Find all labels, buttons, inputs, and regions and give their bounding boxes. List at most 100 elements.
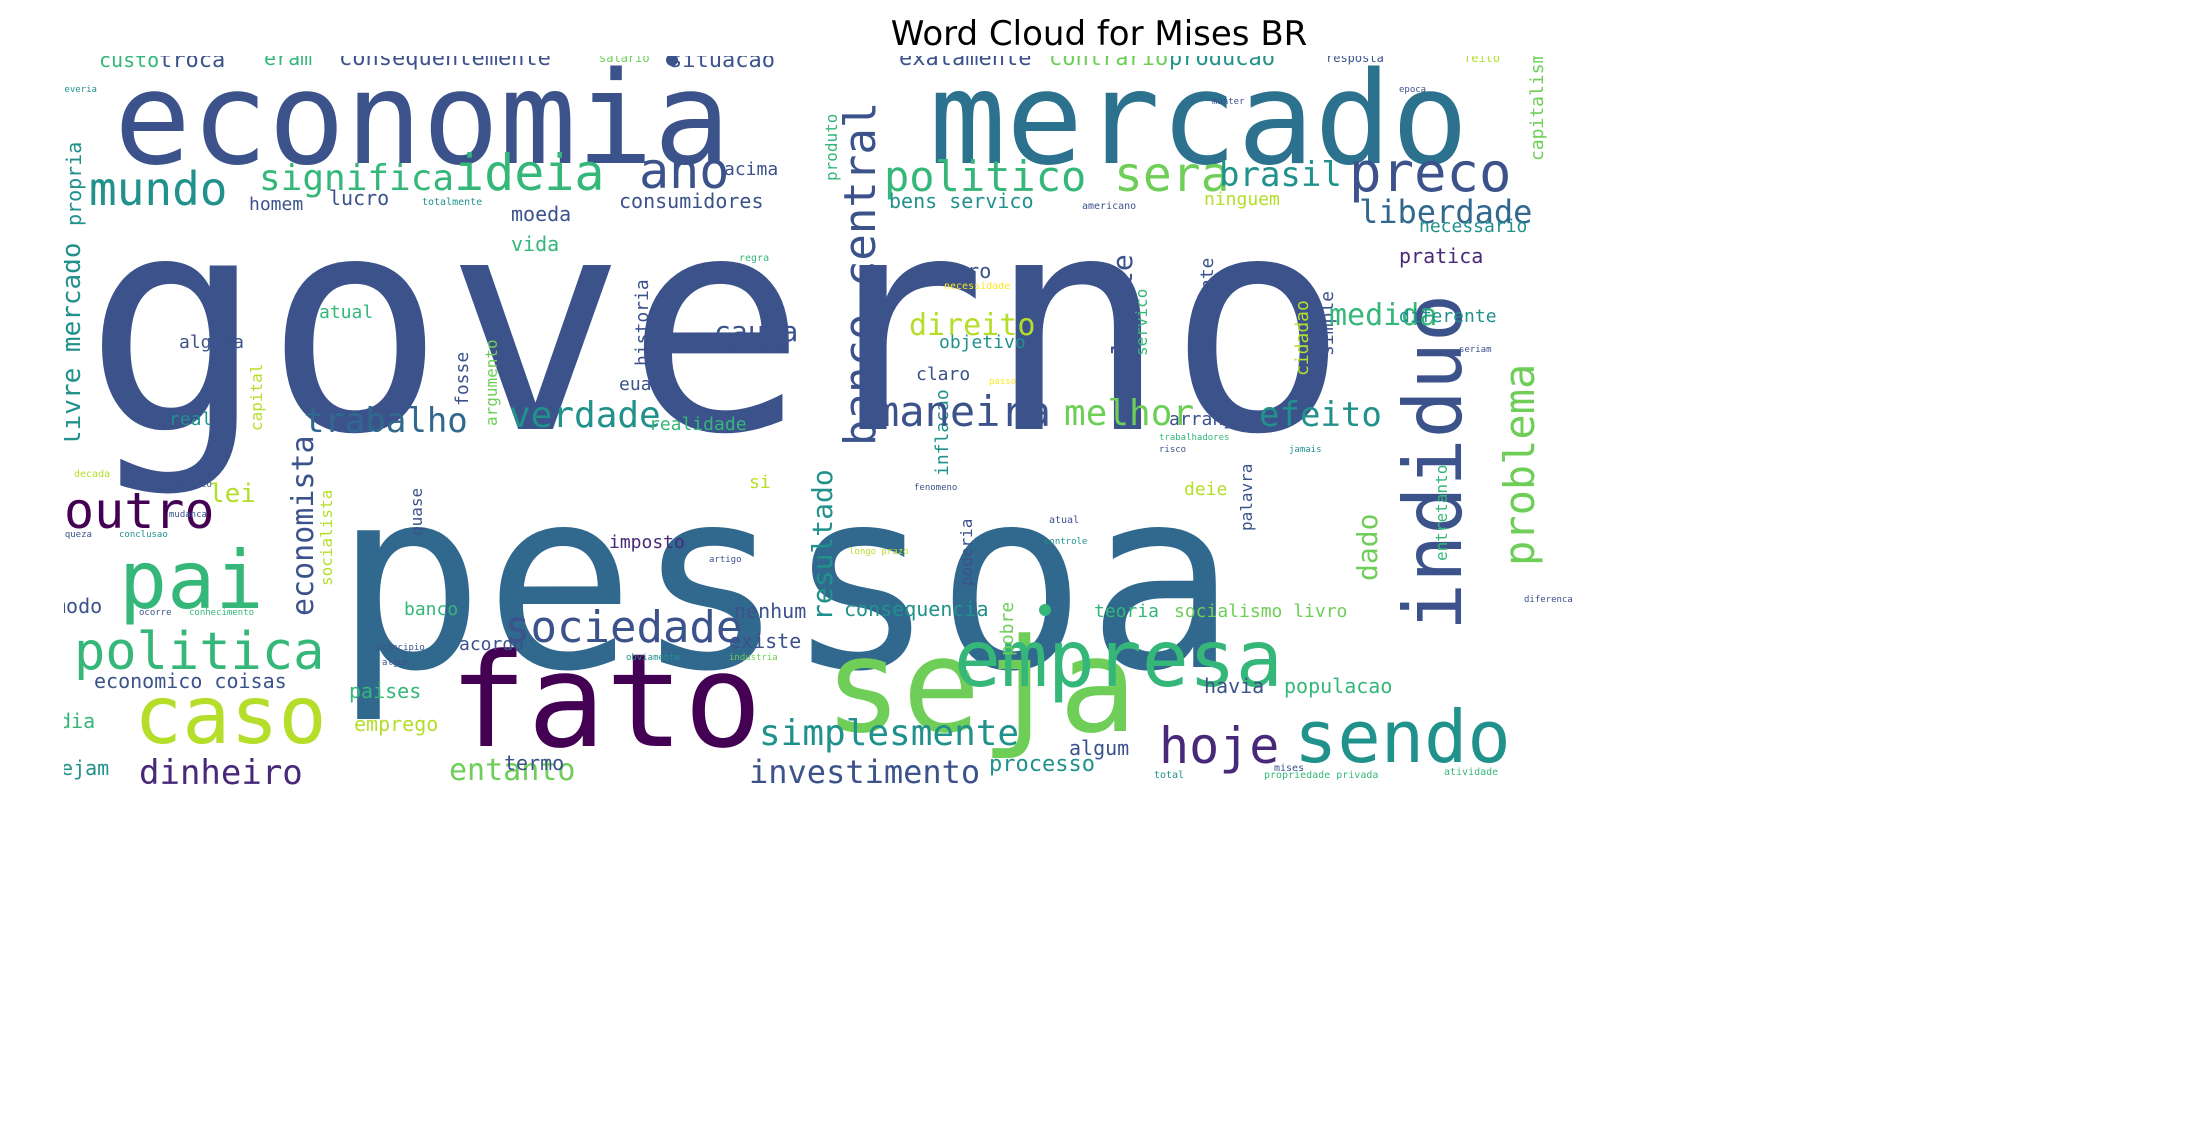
word: ninguem: [1204, 189, 1280, 210]
word: ocorre: [139, 608, 172, 618]
word: longo prazo: [849, 547, 909, 557]
word: economista: [286, 435, 321, 616]
word: imposto: [609, 532, 685, 553]
word: totalmente: [422, 197, 483, 208]
word: mudanca: [169, 510, 207, 520]
word: consequencia: [844, 597, 989, 621]
word: teoria: [1094, 601, 1160, 622]
word: direito: [909, 308, 1036, 343]
chart-title: Word Cloud for Mises BR: [890, 14, 1308, 54]
word: homem: [249, 194, 304, 215]
word: resposta: [1326, 56, 1384, 65]
word: socialismo livro: [1174, 601, 1348, 622]
word: decada: [74, 469, 111, 480]
word: pratica: [1399, 244, 1484, 268]
word: entretanto: [1432, 464, 1451, 561]
word: sociedade: [504, 602, 743, 653]
word: atual: [319, 302, 374, 323]
word: sejam: [64, 756, 110, 780]
word: emprego: [354, 712, 439, 736]
word: capitalismo: [1527, 56, 1548, 161]
word: seja: [824, 610, 1138, 762]
word: acima: [724, 159, 779, 180]
word: eua: [619, 374, 652, 395]
word: feito: [1464, 56, 1501, 65]
word: maneira: [874, 387, 1052, 436]
word: pobre: [997, 601, 1018, 656]
word: conhecimento: [189, 608, 255, 618]
word: ano: [639, 142, 730, 200]
word: dado: [1351, 513, 1384, 581]
word: produto: [822, 113, 841, 181]
word: entanto: [449, 753, 576, 788]
word: jamais: [1289, 445, 1322, 455]
word: sera: [1114, 147, 1230, 203]
word: caso: [134, 669, 327, 762]
word: investimento: [749, 753, 981, 791]
word: lucro: [329, 186, 390, 210]
word: termo: [504, 751, 565, 775]
word: governo: [84, 151, 1349, 500]
word: medida: [1329, 298, 1438, 333]
word: custo: [99, 56, 160, 72]
word: modo: [64, 594, 103, 618]
word: outro: [64, 482, 215, 540]
word: manter: [1212, 97, 1245, 107]
word: quase: [407, 487, 426, 536]
word: fosse: [452, 351, 473, 406]
word: trabalho: [304, 401, 468, 441]
word: atual: [1049, 515, 1080, 526]
word: necessidade: [944, 281, 1011, 292]
word: eram: [264, 56, 313, 70]
word: poderia: [957, 518, 976, 586]
word: preco: [1349, 141, 1512, 204]
word: causa: [714, 315, 799, 348]
word: algum: [382, 658, 410, 668]
word: banco: [404, 599, 459, 620]
word: riqueza: [64, 530, 92, 540]
word: exatamente: [899, 56, 1032, 71]
word: fenomeno: [914, 483, 958, 493]
word: argumento: [482, 339, 501, 426]
word: seriam: [1459, 345, 1492, 355]
word: havia: [1204, 674, 1265, 698]
word: diferente: [1399, 306, 1497, 327]
word: servico: [1132, 288, 1151, 356]
word: necessario: [1419, 216, 1528, 237]
word: salario: [599, 56, 650, 65]
word: deveria: [64, 85, 97, 95]
word: populacao: [1284, 674, 1393, 698]
word: fato: [449, 625, 763, 777]
word: deie: [1184, 479, 1228, 500]
word: nenhum: [734, 599, 807, 623]
word: claro: [916, 364, 971, 385]
word: industria: [729, 653, 778, 663]
word: alguma: [179, 332, 245, 353]
word: simplesmente: [759, 713, 1020, 754]
word: livre mercado: [64, 242, 87, 447]
word: palavra: [1237, 463, 1256, 531]
word: trabalhadores: [1159, 433, 1230, 443]
word: risco: [1159, 445, 1187, 455]
word: real: [169, 409, 213, 430]
word: situacao: [669, 56, 775, 73]
word: moeda: [511, 202, 572, 226]
word: artigo: [709, 555, 742, 565]
word: hoje: [1159, 717, 1280, 775]
word: arranjo: [1169, 409, 1245, 430]
word: lei: [209, 479, 256, 509]
word: acordo: [459, 634, 525, 655]
word: regra: [739, 253, 770, 264]
word: verdade: [509, 395, 661, 436]
word: consequentemente: [339, 56, 551, 71]
word: diferenca: [1524, 595, 1573, 605]
word: mercado: [929, 56, 1469, 194]
word: pessoa: [334, 435, 1238, 726]
word: economia: [114, 56, 731, 194]
dot-mark: [1039, 604, 1051, 616]
word: mundo: [89, 162, 228, 216]
word: vida: [511, 232, 560, 256]
word: objetivo: [939, 332, 1026, 353]
word: concorrencia: [720, 345, 786, 355]
word-cloud: governo pessoa economia mercado fato sej…: [64, 56, 2160, 1124]
